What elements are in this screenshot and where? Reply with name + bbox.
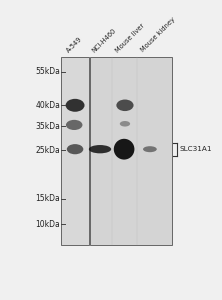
Text: 40kDa: 40kDa <box>36 101 60 110</box>
Text: NCI-H460: NCI-H460 <box>91 27 117 53</box>
Ellipse shape <box>66 99 85 112</box>
Text: A-549: A-549 <box>66 35 84 53</box>
Text: SLC31A1: SLC31A1 <box>179 146 212 152</box>
Text: 10kDa: 10kDa <box>36 220 60 229</box>
Text: 35kDa: 35kDa <box>36 122 60 130</box>
Ellipse shape <box>116 100 134 111</box>
Ellipse shape <box>143 146 157 152</box>
Bar <box>61 57 89 245</box>
Text: 25kDa: 25kDa <box>36 146 60 155</box>
Text: Mouse kidney: Mouse kidney <box>140 16 176 53</box>
Bar <box>90 57 172 245</box>
Ellipse shape <box>120 121 130 127</box>
Ellipse shape <box>114 139 135 160</box>
Text: 55kDa: 55kDa <box>36 67 60 76</box>
Ellipse shape <box>67 144 83 154</box>
Ellipse shape <box>89 145 111 153</box>
Text: 15kDa: 15kDa <box>36 194 60 203</box>
Text: Mouse liver: Mouse liver <box>115 22 146 53</box>
Ellipse shape <box>66 120 82 130</box>
